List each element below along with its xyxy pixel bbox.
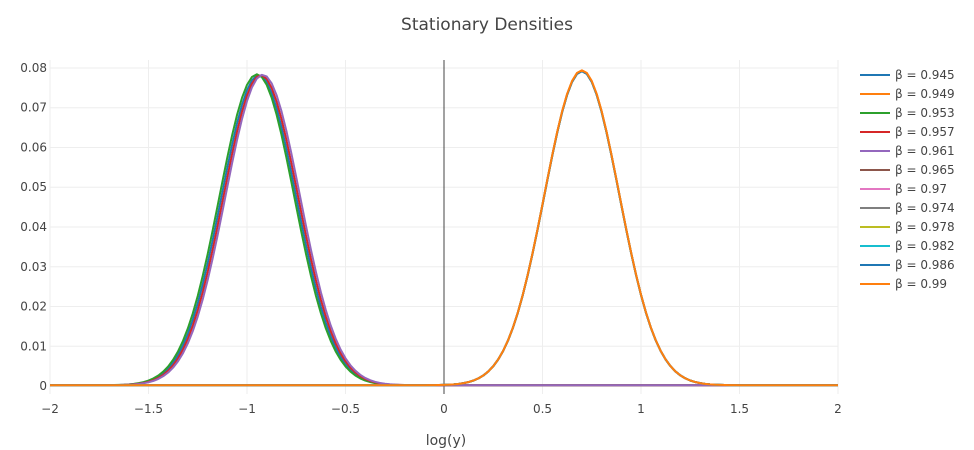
y-tick-label: 0.03 (20, 260, 47, 274)
series-lines (50, 69, 838, 387)
x-tick-label: −1 (238, 402, 256, 416)
legend-item[interactable]: β = 0.978 (860, 220, 955, 234)
legend-item[interactable]: β = 0.99 (860, 277, 947, 291)
legend[interactable]: β = 0.945 β = 0.949 β = 0.953 β = 0.957 β = … (860, 68, 955, 291)
legend-item[interactable]: β = 0.957 (860, 125, 955, 139)
legend-label: β = 0.961 (895, 144, 955, 158)
x-tick-label: 1.5 (730, 402, 749, 416)
x-tick-label: −0.5 (331, 402, 360, 416)
legend-item[interactable]: β = 0.982 (860, 239, 955, 253)
x-tick-label: −2 (41, 402, 59, 416)
legend-label: β = 0.986 (895, 258, 955, 272)
legend-item[interactable]: β = 0.974 (860, 201, 955, 215)
y-tick-label: 0.04 (20, 220, 47, 234)
x-axis-title: log(y) (426, 433, 467, 449)
chart-title: Stationary Densities (401, 15, 573, 35)
legend-label: β = 0.982 (895, 239, 955, 253)
x-tick-label: −1.5 (134, 402, 163, 416)
legend-item[interactable]: β = 0.949 (860, 87, 955, 101)
legend-label: β = 0.99 (895, 277, 947, 291)
legend-item[interactable]: β = 0.961 (860, 144, 955, 158)
legend-label: β = 0.974 (895, 201, 955, 215)
y-tick-label: 0.08 (20, 61, 47, 75)
x-tick-label: 1 (637, 402, 645, 416)
legend-item[interactable]: β = 0.97 (860, 182, 947, 196)
legend-label: β = 0.953 (895, 106, 955, 120)
axes: −2 −1.5 −1 −0.5 0 0.5 1 1.5 2 0 0.01 0.02 0.03 0.04 0.… (20, 60, 842, 416)
y-tick-label: 0.02 (20, 300, 47, 314)
y-tick-label: 0.05 (20, 180, 47, 194)
series-line-11 (50, 69, 838, 387)
y-tick-label: 0.01 (20, 339, 47, 353)
legend-item[interactable]: β = 0.945 (860, 68, 955, 82)
legend-item[interactable]: β = 0.953 (860, 106, 955, 120)
legend-item[interactable]: β = 0.965 (860, 163, 955, 177)
legend-label: β = 0.945 (895, 68, 955, 82)
legend-label: β = 0.978 (895, 220, 955, 234)
x-tick-label: 0 (440, 402, 448, 416)
legend-item[interactable]: β = 0.986 (860, 258, 955, 272)
y-tick-label: 0.06 (20, 140, 47, 154)
legend-label: β = 0.965 (895, 163, 955, 177)
legend-label: β = 0.97 (895, 182, 947, 196)
legend-label: β = 0.949 (895, 87, 955, 101)
x-tick-label: 2 (834, 402, 842, 416)
legend-label: β = 0.957 (895, 125, 955, 139)
y-tick-label: 0.07 (20, 101, 47, 115)
x-tick-label: 0.5 (533, 402, 552, 416)
y-tick-label: 0 (39, 379, 47, 393)
